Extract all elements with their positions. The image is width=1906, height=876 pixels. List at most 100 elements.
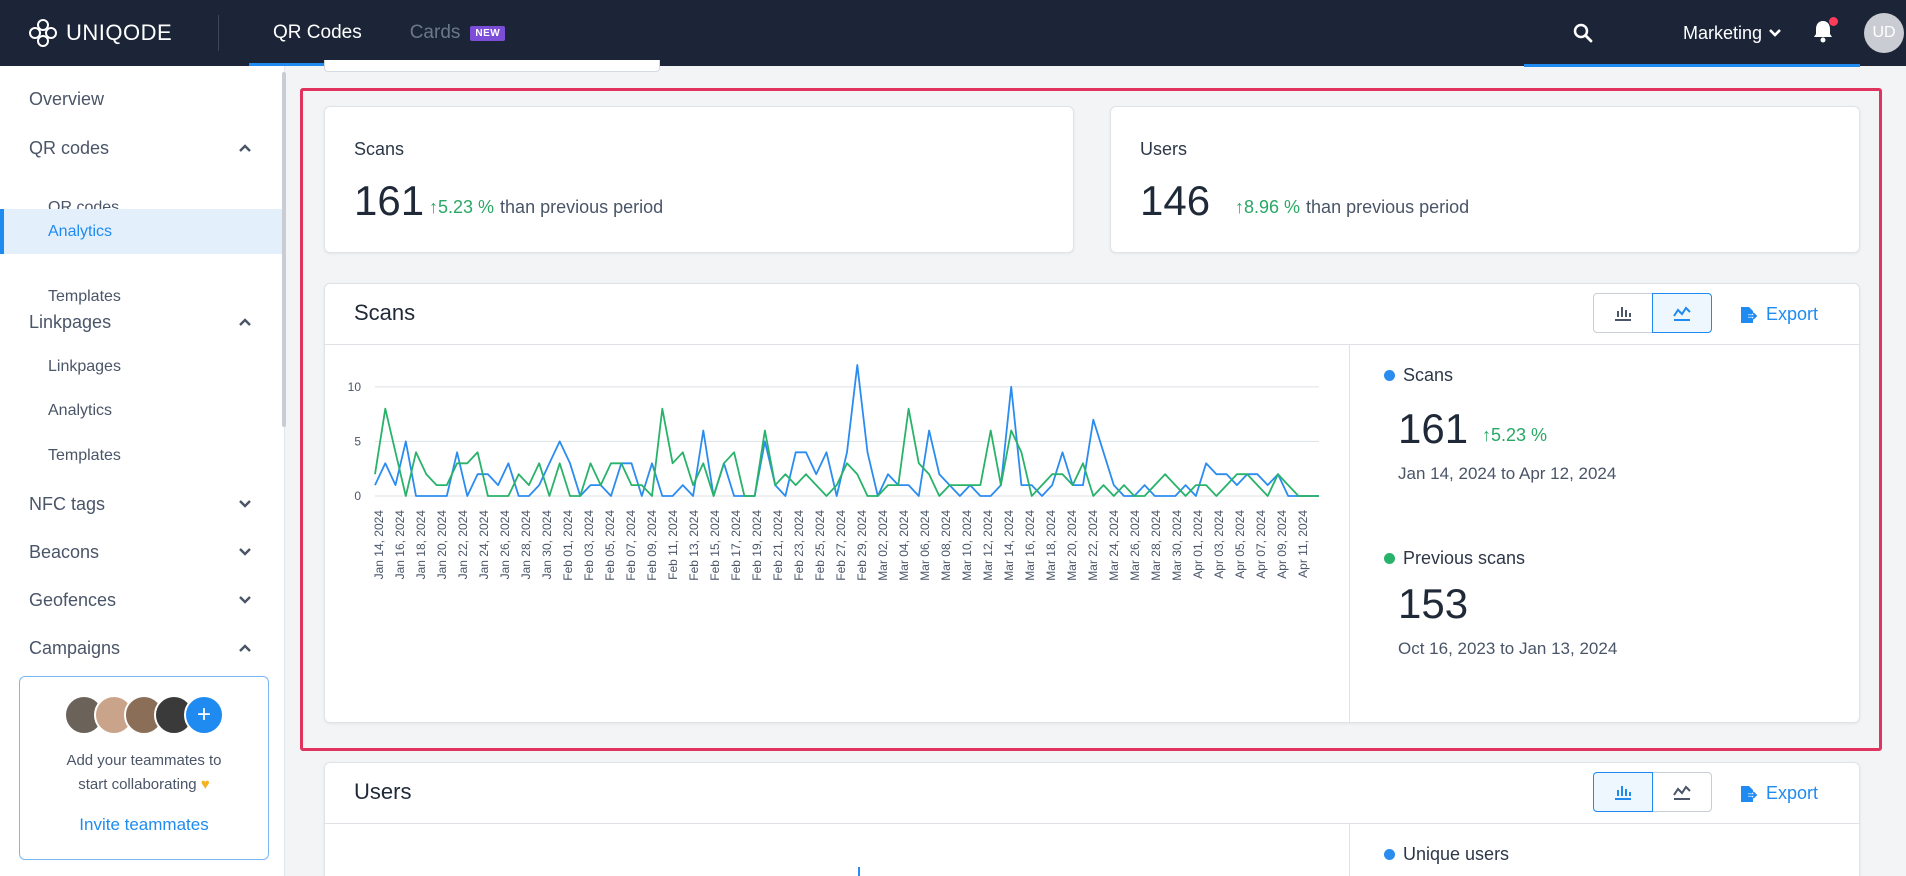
sidebar-subitem-label: Analytics xyxy=(48,222,113,240)
users-chart-line-fragment xyxy=(858,867,860,876)
current-scans-change: ↑5.23 % xyxy=(1482,425,1548,445)
notification-dot xyxy=(1829,16,1838,26)
legend-label: Previous scans xyxy=(1403,548,1526,568)
scans-panel: Scans Export 0 5 10 Jan 14, 2024 Jan 16, 202… xyxy=(324,283,1860,723)
kpi-change: ↑8.96 % than previous period xyxy=(1235,197,1469,218)
sidebar-subitem-linkpages-analytics[interactable]: Analytics xyxy=(0,389,282,433)
export-label: Export xyxy=(1766,304,1819,324)
x-tick-label: Feb 03, 2024 xyxy=(582,510,596,581)
top-navbar: UNIQODE QR Codes Cards NEW Marketing UD xyxy=(0,0,1906,66)
export-label: Export xyxy=(1766,783,1819,803)
legend-dot-users xyxy=(1384,849,1395,860)
legend-label: Scans xyxy=(1403,365,1454,385)
sidebar-item-geofences[interactable]: Geofences xyxy=(0,576,282,624)
sidebar-subitem-label: Linkpages xyxy=(48,358,121,375)
user-avatar[interactable]: UD xyxy=(1864,13,1904,53)
kpi-card-scans: Scans 161 ↑5.23 % than previous period xyxy=(324,106,1074,253)
x-tick-label: Mar 16, 2024 xyxy=(1023,510,1037,581)
sidebar-subitem-analytics[interactable]: Analytics xyxy=(0,209,282,254)
scans-line-chart: 0 5 10 Jan 14, 2024 Jan 16, 2024 Jan 18, 2024… xyxy=(348,364,1319,581)
x-tick-label: Mar 18, 2024 xyxy=(1044,510,1058,581)
panel-divider xyxy=(325,344,1859,345)
brand-name: UNIQODE xyxy=(66,20,173,45)
sidebar-subitem-linkpages-templates[interactable]: Templates xyxy=(0,434,282,478)
sidebar-item-overview[interactable]: Overview xyxy=(0,76,282,122)
invite-message-line1: Add your teammates to xyxy=(66,752,222,769)
sidebar-item-qr-codes[interactable]: QR codes xyxy=(0,124,282,172)
x-tick-label: Mar 08, 2024 xyxy=(939,510,953,581)
sidebar-item-label: Linkpages xyxy=(29,311,112,332)
x-tick-label: Jan 30, 2024 xyxy=(540,510,554,580)
chevron-up-icon xyxy=(239,318,251,326)
x-tick-label: Feb 17, 2024 xyxy=(729,510,743,581)
current-date-range: Jan 14, 2024 to Apr 12, 2024 xyxy=(1398,464,1617,483)
x-tick-label: Apr 05, 2024 xyxy=(1233,510,1247,579)
sidebar-item-label: QR codes xyxy=(29,137,110,158)
kpi-card-users: Users 146 ↑8.96 % than previous period xyxy=(1110,106,1860,253)
x-tick-label: Mar 26, 2024 xyxy=(1128,510,1142,581)
kpi-change-value: ↑8.96 % xyxy=(1235,197,1301,217)
line-chart-icon xyxy=(1673,785,1691,800)
date-range-field[interactable] xyxy=(324,60,660,72)
x-tick-label: Apr 03, 2024 xyxy=(1212,510,1226,579)
search-button[interactable] xyxy=(1563,13,1603,53)
line-chart-toggle[interactable] xyxy=(1652,293,1712,333)
add-teammate-icon[interactable]: + xyxy=(184,695,224,735)
sidebar-item-campaigns[interactable]: Campaigns xyxy=(0,624,282,672)
x-tick-label: Mar 14, 2024 xyxy=(1002,510,1016,581)
line-chart-toggle[interactable] xyxy=(1652,772,1712,812)
sidebar-subitem-label: Analytics xyxy=(48,402,113,419)
workspace-dropdown[interactable]: Marketing xyxy=(1683,23,1782,44)
x-tick-label: Jan 20, 2024 xyxy=(435,510,449,580)
sidebar-item-label: Campaigns xyxy=(29,637,121,658)
invite-message-line2: start collaborating xyxy=(78,776,197,793)
previous-date-range: Oct 16, 2023 to Jan 13, 2024 xyxy=(1398,639,1618,658)
x-tick-label: Mar 02, 2024 xyxy=(876,510,890,581)
panel-title: Scans xyxy=(354,300,416,325)
sidebar-scrollbar[interactable] xyxy=(282,72,286,427)
sidebar-subitem-linkpages[interactable]: Linkpages xyxy=(0,345,282,389)
x-tick-label: Apr 09, 2024 xyxy=(1275,510,1289,579)
series-line-previous-scans xyxy=(374,407,1319,497)
notifications-button[interactable] xyxy=(1812,16,1838,48)
users-panel: Users Export Unique users xyxy=(324,762,1860,876)
export-button[interactable]: Export xyxy=(1738,304,1818,325)
sidebar-subitem-templates[interactable]: Templates xyxy=(0,275,282,319)
export-button[interactable]: Export xyxy=(1738,783,1818,804)
x-tick-label: Feb 21, 2024 xyxy=(771,510,785,581)
previous-scans-value: 153 xyxy=(1398,580,1469,627)
current-scans-value: 161 xyxy=(1398,405,1469,452)
chevron-down-icon xyxy=(239,548,251,556)
tab-qr-codes[interactable]: QR Codes xyxy=(249,0,386,66)
invite-teammates-button[interactable]: Invite teammates xyxy=(79,815,209,834)
bar-chart-toggle[interactable] xyxy=(1593,772,1653,812)
search-icon xyxy=(1573,23,1593,43)
top-divider xyxy=(218,15,219,51)
bar-chart-icon xyxy=(1615,786,1631,800)
kpi-change-value: ↑5.23 % xyxy=(429,197,495,217)
kpi-value: 146 xyxy=(1140,177,1211,224)
sidebar-item-beacons[interactable]: Beacons xyxy=(0,528,282,576)
export-icon xyxy=(1741,306,1758,323)
line-chart-icon xyxy=(1673,306,1691,321)
scans-stats: Scans 161 ↑5.23 % Jan 14, 2024 to Apr 12… xyxy=(1349,345,1861,722)
sidebar-item-nfc-tags[interactable]: NFC tags xyxy=(0,480,282,528)
y-tick-label: 5 xyxy=(354,434,361,448)
x-tick-label: Feb 29, 2024 xyxy=(855,510,869,581)
x-tick-label: Feb 25, 2024 xyxy=(813,510,827,581)
x-tick-label: Feb 23, 2024 xyxy=(792,510,806,581)
x-tick-label: Feb 19, 2024 xyxy=(750,510,764,581)
x-tick-label: Mar 28, 2024 xyxy=(1149,510,1163,581)
new-badge: NEW xyxy=(470,25,506,41)
x-tick-label: Feb 09, 2024 xyxy=(645,510,659,581)
y-tick-label: 10 xyxy=(348,380,362,394)
chevron-up-icon xyxy=(239,144,251,152)
chevron-down-icon xyxy=(1769,29,1781,37)
x-tick-label: Jan 18, 2024 xyxy=(414,510,428,580)
sidebar-item-linkpages[interactable]: Linkpages xyxy=(0,298,282,346)
invite-message-line2-wrap: start collaborating ♥ xyxy=(20,773,268,797)
heart-icon: ♥ xyxy=(200,776,210,793)
tab-cards[interactable]: Cards NEW xyxy=(386,0,530,66)
selection-highlight xyxy=(300,88,1882,751)
brand-logo[interactable]: UNIQODE xyxy=(28,18,218,48)
